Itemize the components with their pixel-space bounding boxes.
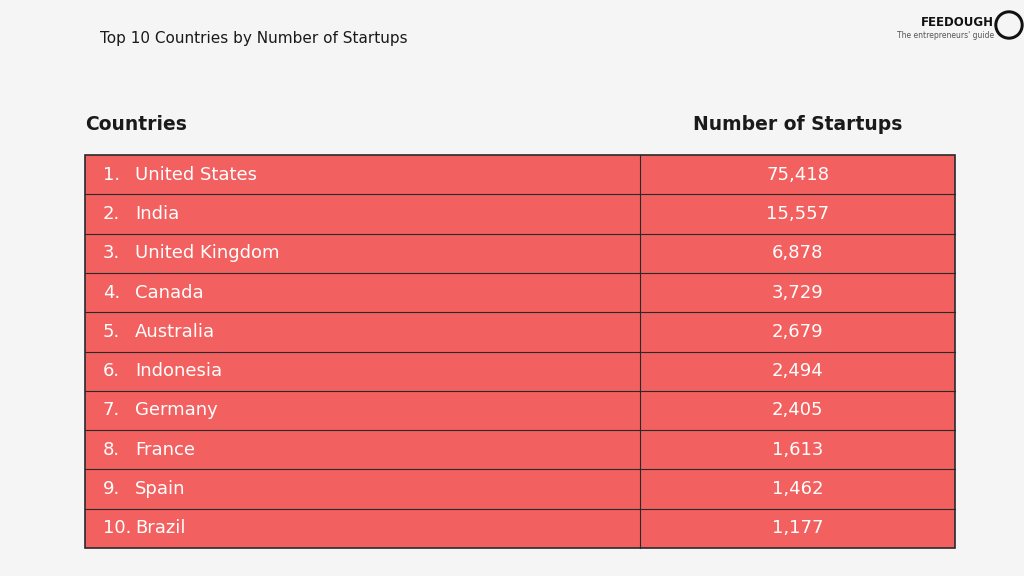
Text: 1,462: 1,462 [772, 480, 823, 498]
Bar [640, 155, 955, 194]
Bar [85, 155, 640, 194]
Text: Number of Startups: Number of Startups [693, 116, 902, 135]
Text: 2,405: 2,405 [772, 401, 823, 419]
Bar [85, 430, 640, 469]
Text: Germany: Germany [135, 401, 218, 419]
Text: 8.: 8. [103, 441, 120, 458]
Text: 5.: 5. [103, 323, 120, 341]
Text: India: India [135, 205, 179, 223]
Text: 15,557: 15,557 [766, 205, 829, 223]
Bar [85, 469, 640, 509]
Text: 10.: 10. [103, 520, 131, 537]
Text: 9.: 9. [103, 480, 120, 498]
Text: 3.: 3. [103, 244, 120, 262]
Bar [640, 234, 955, 273]
Bar [640, 509, 955, 548]
Bar [640, 430, 955, 469]
Text: The entrepreneurs' guide: The entrepreneurs' guide [897, 32, 994, 40]
Text: 2,679: 2,679 [772, 323, 823, 341]
Text: Australia: Australia [135, 323, 215, 341]
Text: 1.: 1. [103, 166, 120, 184]
Bar [85, 155, 955, 548]
Text: Countries: Countries [85, 116, 186, 135]
Text: United States: United States [135, 166, 257, 184]
Bar [640, 273, 955, 312]
Bar [85, 509, 640, 548]
Text: 1,177: 1,177 [772, 520, 823, 537]
Text: 3,729: 3,729 [772, 283, 823, 302]
Bar [640, 469, 955, 509]
Bar [85, 312, 640, 351]
Bar [640, 351, 955, 391]
Text: 2,494: 2,494 [772, 362, 823, 380]
Bar [640, 312, 955, 351]
Text: 4.: 4. [103, 283, 120, 302]
Text: United Kingdom: United Kingdom [135, 244, 280, 262]
Circle shape [998, 14, 1020, 36]
Bar [85, 391, 640, 430]
Text: Canada: Canada [135, 283, 204, 302]
Text: Indonesia: Indonesia [135, 362, 222, 380]
Text: Brazil: Brazil [135, 520, 185, 537]
Text: 2.: 2. [103, 205, 120, 223]
Text: 6,878: 6,878 [772, 244, 823, 262]
Text: Top 10 Countries by Number of Startups: Top 10 Countries by Number of Startups [100, 31, 408, 46]
Text: France: France [135, 441, 195, 458]
Text: 6.: 6. [103, 362, 120, 380]
Text: FEEDOUGH: FEEDOUGH [921, 16, 994, 28]
Circle shape [995, 11, 1023, 39]
Text: Spain: Spain [135, 480, 185, 498]
Text: 1,613: 1,613 [772, 441, 823, 458]
Bar [640, 391, 955, 430]
Text: 7.: 7. [103, 401, 120, 419]
Text: 75,418: 75,418 [766, 166, 829, 184]
Bar [85, 194, 640, 234]
Bar [640, 194, 955, 234]
Bar [85, 273, 640, 312]
Bar [85, 234, 640, 273]
Bar [85, 351, 640, 391]
